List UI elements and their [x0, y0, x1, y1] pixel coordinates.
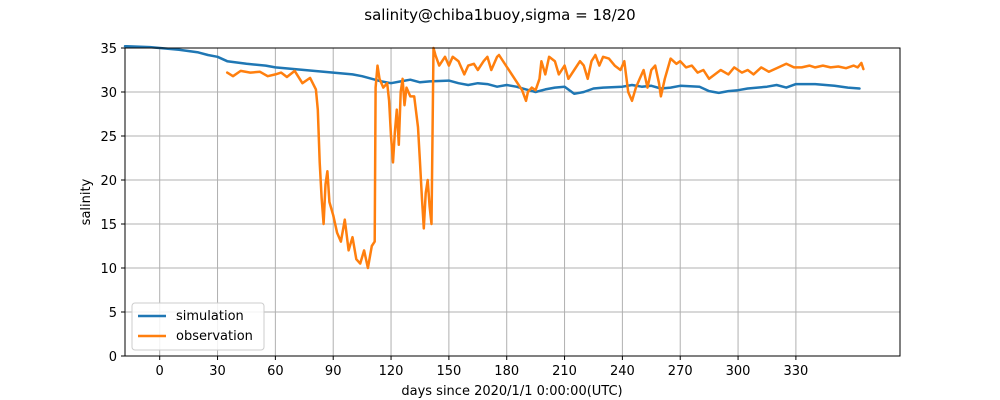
y-tick-label: 5	[109, 306, 117, 321]
chart-title: salinity@chiba1buoy,sigma = 18/20	[364, 6, 635, 24]
axes-frame	[124, 47, 901, 357]
simulation-series-line	[123, 44, 861, 96]
x-axis-label: days since 2020/1/1 0:00:00(UTC)	[401, 384, 622, 399]
x-axis-ticks: 0 30 60 90 120 150 180 210 240 270 300 330	[156, 356, 808, 379]
x-tick-label: 240	[610, 364, 635, 379]
x-tick-label: 150	[436, 364, 461, 379]
legend: simulation observation	[131, 302, 265, 351]
x-tick-label: 30	[209, 364, 226, 379]
x-tick-label: 90	[325, 364, 342, 379]
series-lines	[123, 44, 865, 270]
x-tick-label: 300	[726, 364, 751, 379]
x-tick-label: 120	[379, 364, 404, 379]
y-axis-ticks: 0 5 10 15 20 25 30 35	[100, 42, 125, 365]
x-tick-label: 0	[156, 364, 164, 379]
y-tick-label: 30	[100, 86, 117, 101]
x-tick-label: 270	[668, 364, 693, 379]
y-tick-label: 35	[100, 42, 117, 57]
y-axis-label: salinity	[79, 178, 94, 225]
grid-lines	[125, 47, 900, 357]
x-tick-label: 330	[783, 364, 808, 379]
y-tick-label: 20	[100, 174, 117, 189]
legend-simulation-label: simulation	[176, 309, 244, 324]
y-tick-label: 25	[100, 130, 117, 145]
y-tick-label: 0	[109, 350, 117, 365]
y-tick-label: 15	[100, 218, 117, 233]
legend-observation-label: observation	[176, 329, 253, 344]
x-tick-label: 210	[552, 364, 577, 379]
y-tick-label: 10	[100, 262, 117, 277]
observation-series-line	[225, 46, 865, 270]
x-tick-label: 180	[494, 364, 519, 379]
x-tick-label: 60	[267, 364, 284, 379]
